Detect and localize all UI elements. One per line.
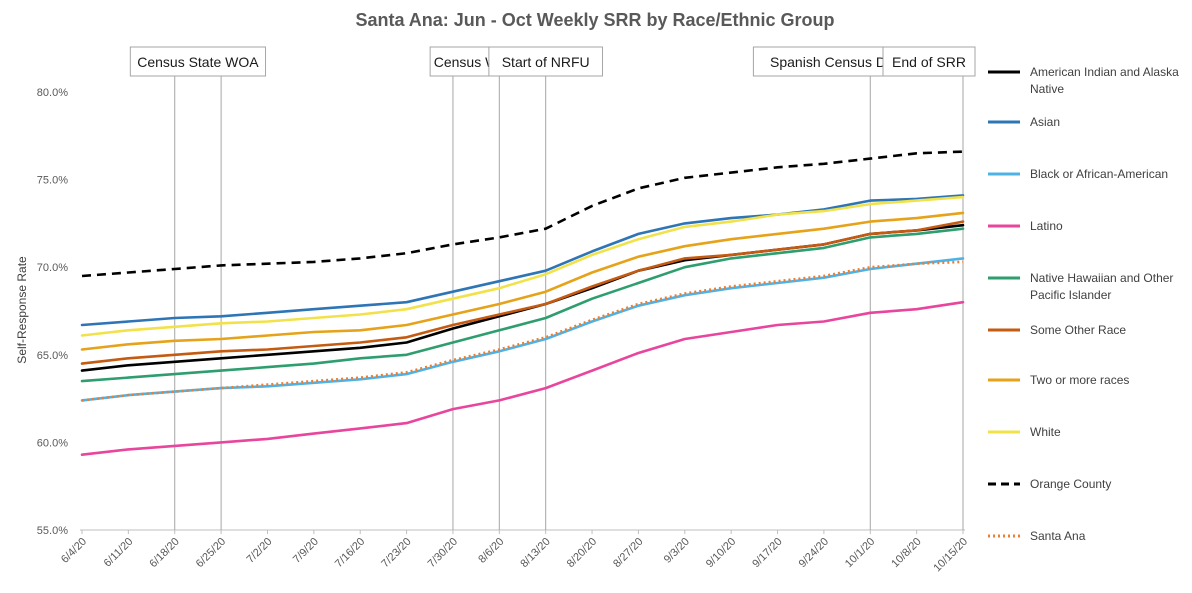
plot-area: 55.0% 60.0% 65.0% 70.0% 75.0% 80.0% 6/4/20 6/11… — [37, 46, 976, 575]
series-line-native-hawaiian-and-other-pacific-islander — [80, 227, 965, 383]
x-tick-label: 10/15/20 — [931, 536, 970, 575]
legend-label: Some Other Race — [1030, 323, 1126, 337]
x-tick-label: 7/16/20 — [333, 536, 367, 570]
series-line-black-or-african-american — [80, 257, 965, 402]
y-tick-label: 60.0% — [37, 437, 68, 449]
legend-label: Latino — [1030, 219, 1063, 233]
series-line-white — [80, 195, 965, 337]
y-tick-label: 65.0% — [37, 350, 68, 362]
y-tick-label: 80.0% — [37, 87, 68, 99]
x-tick-label: 8/27/20 — [611, 536, 645, 570]
series-line-orange-county — [81, 150, 964, 278]
x-tick-label: 9/10/20 — [704, 536, 738, 570]
y-tick-label: 55.0% — [37, 525, 68, 537]
x-tick-label: 8/13/20 — [518, 536, 552, 570]
series-line-some-other-race — [80, 220, 965, 365]
event-label-box — [129, 46, 267, 77]
event-label: End of SRR — [892, 54, 966, 70]
event-label: Census State WOA — [137, 54, 259, 70]
event-label-box — [882, 46, 976, 77]
legend-label: American Indian and Alaska Native — [1030, 65, 1179, 96]
x-tick-label: 9/17/20 — [750, 536, 784, 570]
x-tick-label: 6/18/20 — [147, 536, 181, 570]
x-tick-label: 7/30/20 — [426, 536, 460, 570]
x-tick-label: 9/3/20 — [662, 536, 692, 566]
series-line-santa-ana — [81, 260, 964, 402]
x-tick-label: 10/1/20 — [843, 536, 877, 570]
legend-label: Two or more races — [1030, 373, 1129, 387]
x-tick-label: 8/20/20 — [565, 536, 599, 570]
legend-label: Asian — [1030, 115, 1060, 129]
series-line-asian — [80, 194, 965, 327]
x-tick-label: 7/23/20 — [379, 536, 413, 570]
y-tick-label: 75.0% — [37, 175, 68, 187]
legend-label: Black or African-American — [1030, 167, 1168, 181]
x-tick-label: 7/9/20 — [291, 536, 321, 566]
x-tick-label: 7/2/20 — [244, 536, 274, 566]
event-label-box — [488, 46, 603, 77]
event-label: Start of NRFU — [502, 54, 590, 70]
legend-label: Orange County — [1030, 477, 1111, 491]
y-tick-label: 70.0% — [37, 262, 68, 274]
x-tick-label: 8/6/20 — [476, 536, 506, 566]
x-tick-label: 6/4/20 — [59, 536, 89, 566]
legend: American Indian and Alaska Native Asian Bla… — [988, 65, 1179, 543]
x-tick-label: 6/25/20 — [194, 536, 228, 570]
x-tick-label: 10/8/20 — [889, 536, 923, 570]
legend-label: White — [1030, 425, 1061, 439]
x-tick-label: 9/24/20 — [797, 536, 831, 570]
x-tick-label: 6/11/20 — [102, 536, 136, 570]
series-line-latino — [80, 300, 965, 457]
legend-label: Santa Ana — [1030, 529, 1086, 543]
chart-title: Santa Ana: Jun - Oct Weekly SRR by Race/… — [355, 10, 834, 30]
y-axis-label: Self-Response Rate — [15, 256, 29, 364]
legend-label: Native Hawaiian and Other Pacific Islande… — [1030, 271, 1173, 302]
series-line-two-or-more-races — [80, 211, 965, 351]
